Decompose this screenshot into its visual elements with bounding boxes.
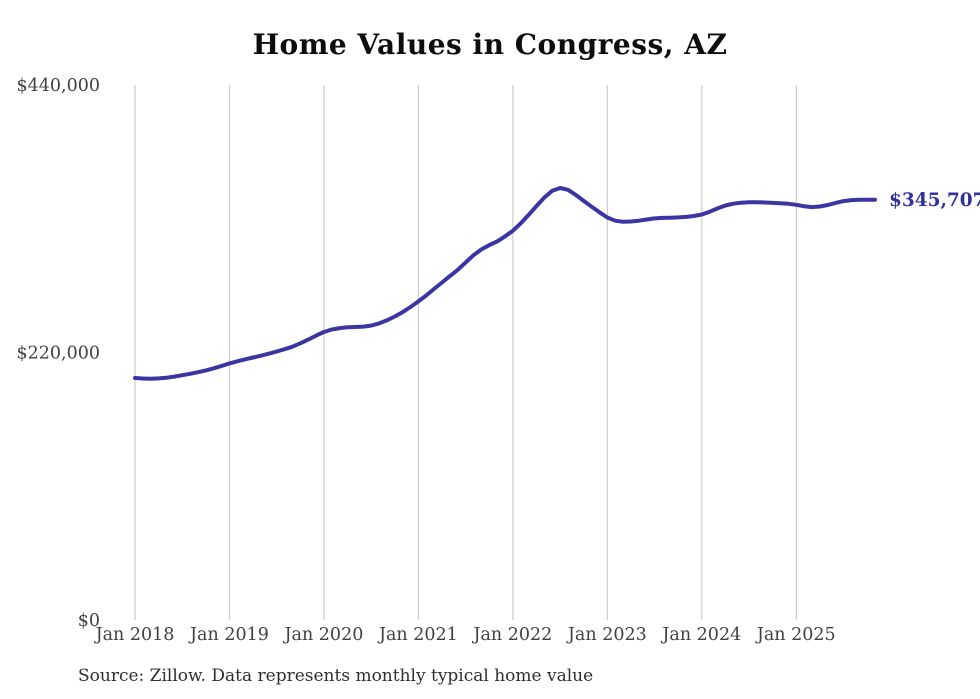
x-axis-tick-label: Jan 2022 (471, 625, 552, 645)
y-axis-tick-label: $0 (78, 611, 100, 631)
x-axis-tick-label: Jan 2021 (377, 625, 458, 645)
chart-title: Home Values in Congress, AZ (252, 28, 728, 61)
x-axis-tick-label: Jan 2020 (283, 625, 364, 645)
x-axis-tick-label: Jan 2024 (660, 625, 741, 645)
x-axis-tick-label: Jan 2018 (94, 625, 175, 645)
y-axis-tick-label: $220,000 (16, 344, 100, 364)
home-value-series-line (133, 186, 877, 381)
x-axis-tick-label: Jan 2023 (566, 625, 647, 645)
current-value-label: $345,707 (889, 190, 980, 211)
y-axis-tick-label: $440,000 (16, 76, 100, 96)
x-axis-tick-label: Jan 2019 (188, 625, 269, 645)
x-axis-tick-label: Jan 2025 (755, 625, 836, 645)
source-note: Source: Zillow. Data represents monthly … (78, 666, 594, 686)
